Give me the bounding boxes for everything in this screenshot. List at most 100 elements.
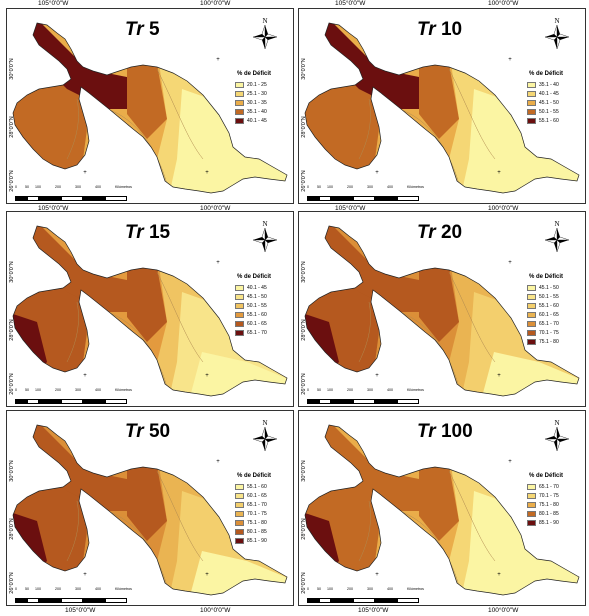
scale-label: 100 [35,587,41,591]
legend-label: 60.1 - 65 [247,492,267,499]
legend-item: 70.1 - 75 [527,328,583,337]
city-marker: + [497,572,501,578]
scale-label: 0 [307,388,309,392]
legend-swatch [235,537,244,544]
map-canvas: + + + N 30°0'0"N 28°0'0"N 26°0'0"N [9,419,288,596]
legend-label: 65.1 - 70 [539,483,559,490]
legend-swatch [235,81,244,88]
deficit-zone [127,262,167,342]
basin-outline [12,225,288,397]
deficit-zone [127,461,167,541]
map-panel-tr10: + + + N 30°0'0"N 28°0'0"N 26°0'0"N Tr 10 % de Dé… [298,8,586,204]
deficit-zone [419,461,459,541]
legend-label: 40.1 - 45 [539,90,559,97]
north-label: N [262,419,267,427]
city-marker: + [83,572,87,578]
legend-swatch [235,483,244,490]
scale-label: 400 [387,185,393,189]
legend-item: 40.1 - 45 [235,283,291,292]
legend-item: 65.1 - 70 [527,482,583,491]
basin-outline [304,424,580,596]
legend-label: 65.1 - 70 [247,501,267,508]
basin-outline [12,22,288,194]
scale-segment [319,196,331,201]
deficit-zone [201,165,230,193]
city-marker: + [497,170,501,176]
scale-segment [307,196,319,201]
scale-segment [331,399,353,404]
legend-label: 75.1 - 80 [539,338,559,345]
city-marker: + [216,459,220,465]
scale-label: 0 [15,388,17,392]
scale-label: 100 [35,185,41,189]
city-marker: + [216,57,220,63]
scale-label: 300 [75,185,81,189]
legend-item: 65.1 - 70 [235,500,291,509]
panel-title: Tr 100 [417,421,473,443]
legend-title: % de Déficit [529,71,564,77]
legend-swatch [527,117,536,124]
legend-item: 55.1 - 60 [527,116,583,125]
lat-label: 28°0'0"N [9,518,15,539]
scale-label: 0 [15,587,17,591]
scale-label: 300 [75,388,81,392]
map-panel-tr15: + + + N 30°0'0"N 28°0'0"N 26°0'0"N Tr 15 % de Dé… [6,211,294,407]
legend-label: 40.1 - 45 [247,284,267,291]
north-arrow-icon: N [544,419,570,452]
legend-label: 85.1 - 90 [539,519,559,526]
north-arrow-icon: N [544,17,570,50]
scale-label: 50 [25,185,29,189]
scale-segment [39,196,61,201]
scale-bar: 0 50 100 200 300 400 Kilómetros [15,185,132,201]
legend-swatch [527,501,536,508]
panel-title: Tr 15 [125,222,170,244]
lon-label-bottom-100-left: 100°0'0"W [200,607,231,614]
legend-label: 45.1 - 50 [539,99,559,106]
return-period-prefix: Tr [417,222,436,243]
lat-label: 30°0'0"N [9,261,15,282]
deficit-zone [419,59,459,139]
scale-segment [83,598,105,603]
legend-item: 55.1 - 60 [527,301,583,310]
scale-label: 200 [55,388,61,392]
scale-label: 100 [327,587,333,591]
scale-segment [375,399,397,404]
legend-swatch [527,329,536,336]
legend-swatch [235,528,244,535]
lon-label-top-100-left: 100°0'0"W [200,0,231,7]
legend-label: 45.1 - 50 [247,293,267,300]
legend-item: 80.1 - 85 [527,509,583,518]
map-canvas: + + + N 30°0'0"N 28°0'0"N 26°0'0"N [301,17,580,194]
legend-label: 75.1 - 80 [247,519,267,526]
scale-segment [319,399,331,404]
legend-item: 40.1 - 45 [527,89,583,98]
map-panel-tr50: + + + N 30°0'0"N 28°0'0"N 26°0'0"N Tr 50 % de Dé… [6,410,294,606]
scale-segment [353,399,375,404]
legend-item: 75.1 - 80 [235,518,291,527]
legend-item: 40.1 - 45 [235,116,291,125]
scale-label: Kilómetros [115,587,132,591]
north-arrow-icon: N [252,17,278,50]
city-marker: + [375,170,379,176]
scale-label: 300 [367,388,373,392]
legend-swatch [235,108,244,115]
legend-item: 60.1 - 65 [235,491,291,500]
map-canvas: + + + N 30°0'0"N 28°0'0"N 26°0'0"N [9,220,288,397]
return-period-prefix: Tr [417,19,436,40]
legend-title: % de Déficit [237,274,272,280]
legend-label: 25.1 - 30 [247,90,267,97]
scale-label: 400 [95,185,101,189]
legend-swatch [235,302,244,309]
deficit-zone [493,368,522,396]
deficit-zone [319,226,439,312]
legend-label: 75.1 - 80 [539,501,559,508]
legend-item: 45.1 - 50 [235,292,291,301]
return-period-years: 15 [143,222,171,243]
scale-label: 300 [367,587,373,591]
deficit-zone [201,368,230,396]
scale-label: 200 [347,388,353,392]
deficit-legend: % de Déficit 40.1 - 45 45.1 - 50 50.1 - 55 5… [235,274,291,337]
lat-label: 30°0'0"N [301,58,307,79]
lat-label: 30°0'0"N [301,261,307,282]
